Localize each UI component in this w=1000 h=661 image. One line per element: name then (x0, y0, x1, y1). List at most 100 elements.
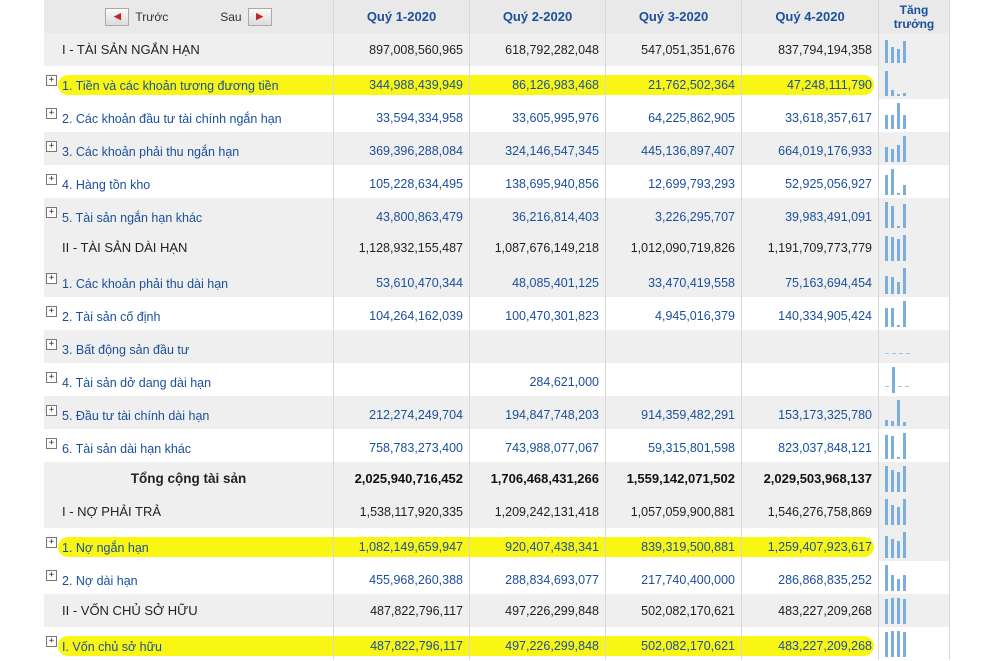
growth-sparkline[interactable] (879, 429, 950, 462)
row-label[interactable]: 2. Các khoản đầu tư tài chính ngắn hạn (62, 111, 282, 126)
table-row[interactable]: + I. Vốn chủ sở hữu 487,822,796,117 497,226… (44, 627, 950, 660)
expand-icon[interactable]: + (46, 437, 57, 449)
row-label-cell: +6. Tài sản dài hạn khác (44, 429, 334, 462)
growth-bar (897, 471, 900, 492)
expand-icon[interactable]: + (46, 569, 57, 581)
growth-sparkline[interactable] (879, 462, 950, 495)
value-cell-q4: 483,227,209,268 (742, 594, 879, 627)
table-row[interactable]: +5. Tài sản ngắn hạn khác 43,800,863,479 3… (44, 198, 950, 231)
growth-sparkline[interactable] (879, 231, 950, 264)
growth-sparkline[interactable] (879, 99, 950, 132)
row-label-cell: +5. Đầu tư tài chính dài hạn (44, 396, 334, 429)
row-label-cell: +4. Hàng tồn kho (44, 165, 334, 198)
row-label[interactable]: 3. Bất động sản đầu tư (62, 342, 190, 357)
value-cell-q3: 4,945,016,379 (606, 297, 742, 330)
growth-sparkline[interactable] (879, 330, 950, 363)
expand-icon[interactable]: + (46, 272, 57, 284)
table-header: ◀ Trước Sau ▶ Quý 1-2020 Quý 2-2020 Quý … (44, 0, 950, 34)
row-label[interactable]: 6. Tài sản dài hạn khác (62, 441, 192, 456)
row-label-cell: Tổng cộng tài sản (44, 462, 334, 495)
row-label-cell: +1. Tiền và các khoản tương đương tiền (44, 66, 334, 99)
value-cell-q3: 33,470,419,558 (606, 264, 742, 297)
prev-label[interactable]: Trước (135, 9, 169, 24)
growth-sparkline[interactable] (879, 528, 950, 561)
value-cell-q2: 194,847,748,203 (470, 396, 606, 429)
table-row[interactable]: +4. Hàng tồn kho 105,228,634,495 138,695,9… (44, 165, 950, 198)
table-row[interactable]: +3. Bất động sản đầu tư (44, 330, 950, 363)
expand-icon[interactable]: + (46, 206, 57, 218)
value-cell-q4: 837,794,194,358 (742, 33, 879, 66)
expand-icon[interactable]: + (46, 140, 57, 152)
row-label[interactable]: 1. Các khoản phải thu dài hạn (62, 276, 229, 291)
expand-icon[interactable]: + (46, 404, 57, 416)
expand-icon[interactable]: + (46, 635, 57, 647)
row-label[interactable]: 4. Hàng tồn kho (62, 177, 151, 192)
value-cell-q4: 1,546,276,758,869 (742, 495, 879, 528)
growth-sparkline[interactable] (879, 297, 950, 330)
growth-bar (885, 631, 888, 657)
expand-icon[interactable]: + (46, 74, 57, 86)
row-label[interactable]: 4. Tài sản dở dang dài hạn (62, 375, 212, 390)
arrow-right-icon[interactable]: ▶ (247, 7, 272, 26)
growth-sparkline[interactable] (879, 363, 950, 396)
row-label[interactable]: 2. Nợ dài hạn (62, 573, 138, 588)
value-cell-q2: 920,407,438,341 (470, 528, 606, 561)
next-label[interactable]: Sau (220, 9, 242, 24)
growth-bar (891, 538, 894, 558)
expand-icon[interactable]: + (46, 338, 57, 350)
growth-bar (891, 276, 894, 294)
table-row[interactable]: +4. Tài sản dở dang dài hạn 284,621,000 (44, 363, 950, 396)
growth-sparkline[interactable] (879, 33, 950, 66)
growth-sparkline[interactable] (879, 594, 950, 627)
growth-bar (897, 540, 900, 558)
growth-bar (891, 307, 894, 327)
table-row[interactable]: +1. Nợ ngắn hạn 1,082,149,659,947 920,407,… (44, 528, 950, 561)
row-label[interactable]: 5. Tài sản ngắn hạn khác (62, 210, 203, 225)
growth-sparkline[interactable] (879, 264, 950, 297)
table-row[interactable]: +2. Các khoản đầu tư tài chính ngắn hạn 3… (44, 99, 950, 132)
value-cell-q3: 547,051,351,676 (606, 33, 742, 66)
growth-sparkline[interactable] (879, 495, 950, 528)
expand-icon[interactable]: + (46, 536, 57, 548)
value-cell-q2: 100,470,301,823 (470, 297, 606, 330)
growth-sparkline[interactable] (879, 198, 950, 231)
expand-icon[interactable]: + (46, 305, 57, 317)
expand-icon[interactable]: + (46, 371, 57, 383)
growth-sparkline[interactable] (879, 561, 950, 594)
growth-sparkline[interactable] (879, 627, 950, 660)
expand-icon[interactable]: + (46, 173, 57, 185)
growth-label-1: Tăng (899, 2, 929, 17)
row-label-cell: +5. Tài sản ngắn hạn khác (44, 198, 334, 231)
growth-bar (885, 465, 888, 492)
row-label[interactable]: 1. Nợ ngắn hạn (62, 540, 149, 555)
growth-bar (885, 39, 888, 63)
table-row[interactable]: +6. Tài sản dài hạn khác 758,783,273,400 7… (44, 429, 950, 462)
expand-icon[interactable]: + (46, 107, 57, 119)
growth-sparkline[interactable] (879, 132, 950, 165)
table-row[interactable]: +5. Đầu tư tài chính dài hạn 212,274,249,… (44, 396, 950, 429)
col-q2: Quý 2-2020 (470, 0, 606, 33)
row-label[interactable]: 2. Tài sản cố định (62, 309, 161, 324)
growth-bar (897, 102, 900, 129)
arrow-left-icon[interactable]: ◀ (105, 7, 130, 26)
table-row[interactable]: +2. Nợ dài hạn 455,968,260,388 288,834,693… (44, 561, 950, 594)
growth-bar (885, 498, 888, 525)
value-cell-q4: 52,925,056,927 (742, 165, 879, 198)
row-label-cell: + I. Vốn chủ sở hữu (44, 627, 334, 660)
growth-sparkline[interactable] (879, 165, 950, 198)
row-label[interactable]: 3. Các khoản phải thu ngắn hạn (62, 144, 240, 159)
row-label[interactable]: 5. Đầu tư tài chính dài hạn (62, 408, 210, 423)
growth-sparkline[interactable] (879, 396, 950, 429)
table-row[interactable]: +1. Các khoản phải thu dài hạn 53,610,470… (44, 264, 950, 297)
row-label[interactable]: 1. Tiền và các khoản tương đương tiền (62, 78, 279, 93)
table-row[interactable]: +2. Tài sản cố định 104,264,162,039 100,47… (44, 297, 950, 330)
table-row[interactable]: +1. Tiền và các khoản tương đương tiền 34… (44, 66, 950, 99)
value-cell-q1: 758,783,273,400 (334, 429, 470, 462)
value-cell-q3: 1,559,142,071,502 (606, 462, 742, 495)
row-label-cell: +1. Nợ ngắn hạn (44, 528, 334, 561)
growth-sparkline[interactable] (879, 66, 950, 99)
value-cell-q2: 33,605,995,976 (470, 99, 606, 132)
row-label[interactable]: I. Vốn chủ sở hữu (62, 639, 162, 654)
table-row[interactable]: +3. Các khoản phải thu ngắn hạn 369,396,2… (44, 132, 950, 165)
row-label: II - VỐN CHỦ SỞ HỮU (62, 603, 198, 618)
